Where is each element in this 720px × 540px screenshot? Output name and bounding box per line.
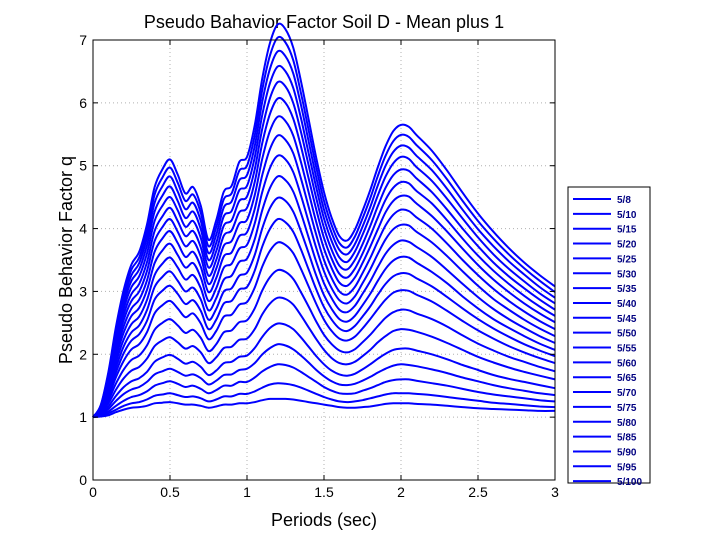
legend-label: 5/20	[617, 240, 637, 251]
legend-label: 5/40	[617, 299, 637, 310]
series-line-5-50	[92, 196, 556, 418]
series-line-5-80	[92, 80, 556, 418]
y-tick-label: 5	[79, 158, 87, 174]
legend-label: 5/55	[617, 344, 637, 355]
legend-label: 5/85	[617, 433, 637, 444]
legend-label: 5/25	[617, 254, 637, 265]
legend: 5/8 5/10 5/15 5/20 5/25 5/30 5/35 5/40 5/45 5/50 5…	[567, 186, 651, 488]
legend-box	[567, 186, 651, 484]
y-axis-label: Pseudo Behavior Factor q	[56, 156, 76, 364]
series-line-5-100	[92, 22, 556, 418]
legend-label: 5/90	[617, 447, 637, 458]
series-line-5-25	[92, 322, 556, 419]
y-tick-label: 1	[79, 409, 87, 425]
x-tick-label: 3	[551, 484, 559, 500]
y-tick-label: 7	[79, 32, 87, 48]
legend-label: 5/75	[617, 403, 637, 414]
y-tick-label: 3	[79, 283, 87, 299]
series-line-5-95	[92, 35, 556, 418]
legend-label: 5/15	[617, 225, 637, 236]
series-line-5-35	[92, 268, 556, 418]
chart-title: Pseudo Bahavior Factor Soil D - Mean plu…	[144, 12, 504, 32]
y-tick-label: 0	[79, 472, 87, 488]
series-line-5-85	[92, 64, 556, 418]
series-line-5-15	[92, 363, 556, 419]
legend-label: 5/45	[617, 314, 637, 325]
x-axis-label: Periods (sec)	[271, 510, 377, 530]
series-line-5-60	[92, 154, 556, 418]
legend-label: 5/100	[617, 477, 642, 488]
series-line-5-20	[92, 343, 556, 419]
series-line-5-30	[92, 296, 556, 418]
series-line-5-8	[92, 397, 556, 419]
y-tick-label: 4	[79, 221, 87, 237]
legend-label: 5/8	[617, 195, 631, 206]
x-tick-label: 0	[89, 484, 97, 500]
x-tick-label: 1	[243, 484, 251, 500]
series-line-5-40	[92, 241, 556, 418]
legend-label: 5/10	[617, 210, 637, 221]
series-line-5-45	[92, 217, 556, 418]
x-tick-label: 2.5	[468, 484, 488, 500]
x-tick-label: 2	[397, 484, 405, 500]
legend-label: 5/50	[617, 329, 637, 340]
legend-label: 5/65	[617, 373, 637, 384]
series-line-5-55	[92, 175, 556, 418]
legend-label: 5/30	[617, 269, 637, 280]
series-line-5-90	[92, 49, 556, 418]
series-line-5-65	[92, 134, 556, 418]
y-tick-label: 2	[79, 346, 87, 362]
series-line-5-75	[92, 96, 556, 418]
series-line-5-10	[92, 382, 556, 419]
axis-ticks: 0 0.5 1 1.5 2 2.5 3 0 1 2 3 4 5 6 7	[79, 32, 559, 500]
legend-label: 5/60	[617, 358, 637, 369]
legend-label: 5/95	[617, 462, 637, 473]
x-tick-label: 1.5	[314, 484, 334, 500]
x-tick-label: 0.5	[160, 484, 180, 500]
legend-label: 5/70	[617, 388, 637, 399]
legend-label: 5/80	[617, 418, 637, 429]
legend-label: 5/35	[617, 284, 637, 295]
y-tick-label: 6	[79, 95, 87, 111]
plot-area: 0 0.5 1 1.5 2 2.5 3 0 1 2 3 4 5 6 7	[79, 22, 559, 500]
series-line-5-70	[92, 115, 556, 418]
series-lines	[92, 22, 556, 419]
